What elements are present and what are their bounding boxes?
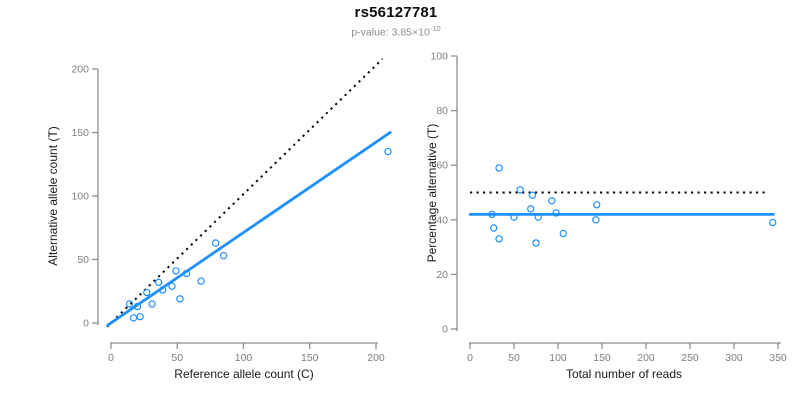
y-axis-label-left: Alternative allele count (T) — [46, 126, 60, 266]
svg-text:40: 40 — [436, 214, 448, 226]
svg-text:80: 80 — [436, 105, 448, 117]
y-axis-label-right: Percentage alternative (T) — [425, 123, 439, 263]
svg-text:50: 50 — [171, 352, 183, 364]
svg-text:150: 150 — [71, 127, 89, 139]
svg-text:100: 100 — [71, 191, 89, 203]
svg-text:0: 0 — [108, 352, 114, 364]
svg-text:150: 150 — [301, 352, 319, 364]
svg-text:100: 100 — [549, 352, 567, 364]
plot-title: rs56127781 — [354, 4, 438, 21]
svg-text:100: 100 — [430, 51, 448, 63]
svg-text:0: 0 — [467, 352, 473, 364]
svg-text:200: 200 — [637, 352, 655, 364]
pvalue-subtitle: p-value: 3.85×10-10 — [0, 24, 792, 39]
svg-text:50: 50 — [508, 352, 520, 364]
svg-text:250: 250 — [681, 352, 699, 364]
svg-text:50: 50 — [77, 254, 89, 266]
svg-text:350: 350 — [769, 352, 787, 364]
x-axis-label-left: Reference allele count (C) — [174, 367, 314, 381]
x-axis-label-right: Total number of reads — [565, 367, 683, 381]
svg-text:60: 60 — [436, 160, 448, 172]
svg-text:0: 0 — [83, 318, 89, 330]
plot-header: rs56127781 p-value: 3.85×10-10 — [0, 4, 792, 39]
svg-text:300: 300 — [725, 352, 743, 364]
svg-text:100: 100 — [235, 352, 253, 364]
pvalue-exponent: -10 — [429, 24, 441, 33]
pvalue-text: p-value: 3.85×10 — [351, 26, 430, 39]
svg-text:0: 0 — [442, 324, 448, 336]
svg-text:20: 20 — [436, 269, 448, 281]
svg-text:150: 150 — [593, 352, 611, 364]
svg-text:200: 200 — [367, 352, 385, 364]
svg-text:200: 200 — [71, 64, 89, 76]
